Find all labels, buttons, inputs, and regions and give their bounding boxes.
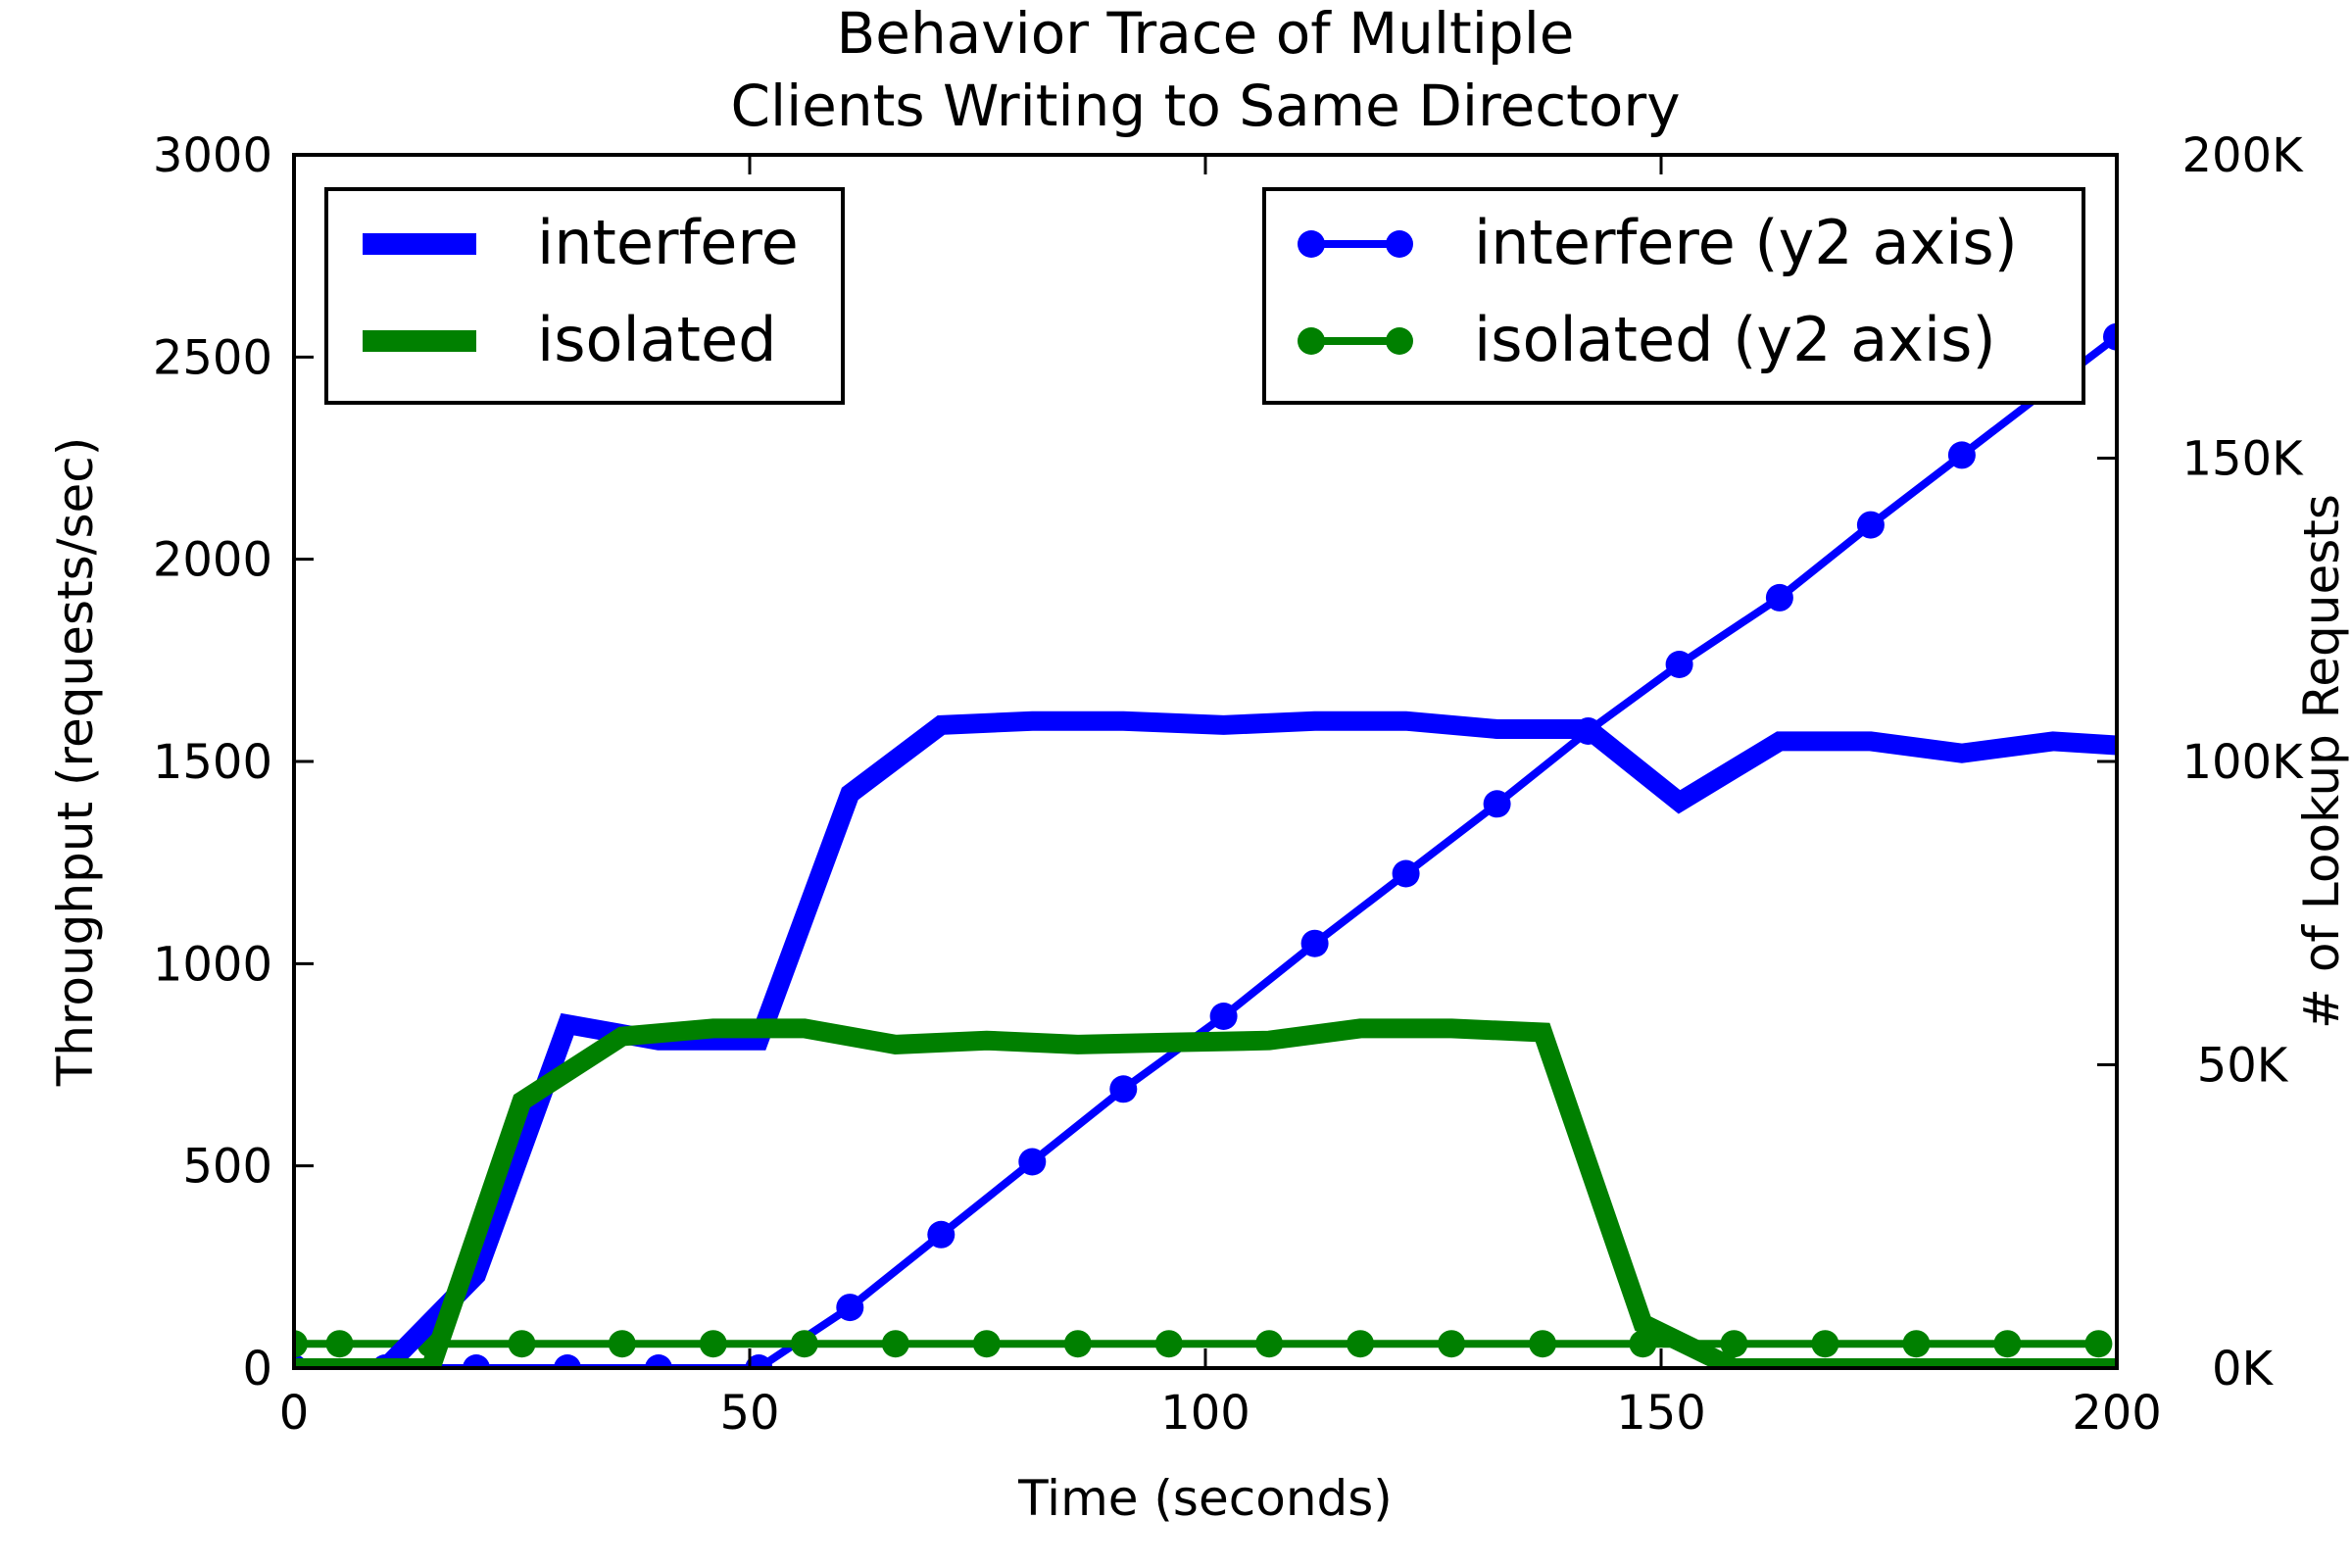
data-point-isolated-y2-axis bbox=[294, 1330, 308, 1358]
y-tick-label: 0 bbox=[242, 1342, 272, 1396]
series-line-interfere-y2-axis bbox=[294, 333, 2117, 1368]
x-tick-label: 0 bbox=[279, 1386, 310, 1441]
y-tick-label: 2500 bbox=[153, 330, 272, 385]
legend-right-frame bbox=[1262, 187, 2085, 405]
legend-left-frame bbox=[324, 187, 845, 405]
data-point-isolated-y2-axis bbox=[1902, 1330, 1931, 1358]
data-point-interfere-y2-axis bbox=[927, 1220, 956, 1249]
data-point-isolated-y2-axis bbox=[325, 1330, 354, 1358]
legend-label-interfere: interfere bbox=[537, 207, 799, 278]
data-point-isolated-y2-axis bbox=[972, 1330, 1001, 1358]
data-point-isolated-y2-axis bbox=[1438, 1330, 1466, 1358]
data-point-isolated-y2-axis bbox=[1720, 1330, 1748, 1358]
data-point-interfere-y2-axis bbox=[1018, 1148, 1047, 1176]
data-point-isolated-y2-axis bbox=[881, 1330, 909, 1358]
legend-right: interfere (y2 axis) isolated (y2 axis) bbox=[1262, 187, 2085, 405]
data-point-isolated-y2-axis bbox=[1255, 1330, 1284, 1358]
y-tick-label: 1500 bbox=[153, 735, 272, 790]
data-point-interfere-y2-axis bbox=[1109, 1075, 1138, 1103]
data-point-isolated-y2-axis bbox=[699, 1330, 727, 1358]
data-point-interfere-y2-axis bbox=[554, 1354, 581, 1368]
data-point-isolated-y2-axis bbox=[790, 1330, 818, 1358]
chart-title-line-1: Behavior Trace of Multiple bbox=[836, 0, 1574, 67]
y-tick-label: 1000 bbox=[153, 937, 272, 992]
data-point-interfere-y2-axis bbox=[1947, 441, 1976, 469]
y2-tick-label: 150K bbox=[2181, 432, 2304, 487]
legend-marker-interfere-y2-b bbox=[1386, 230, 1413, 258]
legend-marker-isolated-y2-b bbox=[1386, 327, 1413, 355]
x-axis-label: Time (seconds) bbox=[1017, 1470, 1393, 1527]
x-tick-label: 100 bbox=[1160, 1386, 1250, 1441]
legend-label-isolated-y2: isolated (y2 axis) bbox=[1474, 304, 1996, 375]
y-tick-label: 3000 bbox=[153, 128, 272, 183]
legend-left: interfere isolated bbox=[324, 187, 845, 405]
data-point-isolated-y2-axis bbox=[1993, 1330, 2022, 1358]
series-line-isolated bbox=[294, 1018, 2117, 1368]
data-point-interfere-y2-axis bbox=[1300, 929, 1329, 957]
y2-tick-label: 100K bbox=[2181, 735, 2304, 790]
data-point-isolated-y2-axis bbox=[508, 1330, 536, 1358]
x-tick-label: 50 bbox=[719, 1386, 779, 1441]
data-point-interfere-y2-axis bbox=[1765, 583, 1793, 612]
data-point-interfere-y2-axis bbox=[1483, 790, 1511, 818]
x-tick-label: 200 bbox=[2072, 1386, 2162, 1441]
chart-title-line-2: Clients Writing to Same Directory bbox=[730, 73, 1680, 139]
data-point-isolated-y2-axis bbox=[1347, 1330, 1375, 1358]
data-point-isolated-y2-axis bbox=[1154, 1330, 1183, 1358]
data-point-interfere-y2-axis bbox=[745, 1354, 773, 1368]
legend-label-interfere-y2: interfere (y2 axis) bbox=[1474, 207, 2018, 278]
y2-tick-label: 0K bbox=[2212, 1342, 2275, 1396]
y2-axis-label: # of Lookup Requests bbox=[2293, 494, 2350, 1029]
data-point-interfere-y2-axis bbox=[463, 1354, 490, 1368]
legend-marker-isolated-y2-a bbox=[1298, 327, 1325, 355]
y2-tick-label: 50K bbox=[2197, 1039, 2289, 1094]
data-point-interfere-y2-axis bbox=[1209, 1003, 1238, 1030]
data-point-isolated-y2-axis bbox=[1811, 1330, 1839, 1358]
y-axis-label: Throughput (requests/sec) bbox=[47, 437, 104, 1088]
legend-label-isolated: isolated bbox=[537, 304, 777, 375]
x-tick-label: 150 bbox=[1616, 1386, 1706, 1441]
data-point-interfere-y2-axis bbox=[1392, 859, 1420, 888]
y-tick-label: 2000 bbox=[153, 533, 272, 588]
data-point-isolated-y2-axis bbox=[1529, 1330, 1557, 1358]
data-point-interfere-y2-axis bbox=[2103, 322, 2117, 351]
data-point-interfere-y2-axis bbox=[1665, 651, 1693, 678]
data-point-isolated-y2-axis bbox=[1063, 1330, 1092, 1358]
data-point-isolated-y2-axis bbox=[608, 1330, 636, 1358]
y-tick-label: 500 bbox=[182, 1140, 272, 1195]
legend-marker-interfere-y2-a bbox=[1298, 230, 1325, 258]
ticks-layer: 0 50 100 150 2000500100015002000250030000K50… bbox=[153, 128, 2304, 1441]
data-point-interfere-y2-axis bbox=[645, 1354, 672, 1368]
y2-tick-label: 200K bbox=[2181, 128, 2304, 183]
data-point-interfere-y2-axis bbox=[836, 1294, 864, 1322]
data-point-interfere-y2-axis bbox=[1856, 511, 1885, 539]
series-layer bbox=[294, 322, 2117, 1368]
data-point-isolated-y2-axis bbox=[2084, 1330, 2113, 1358]
